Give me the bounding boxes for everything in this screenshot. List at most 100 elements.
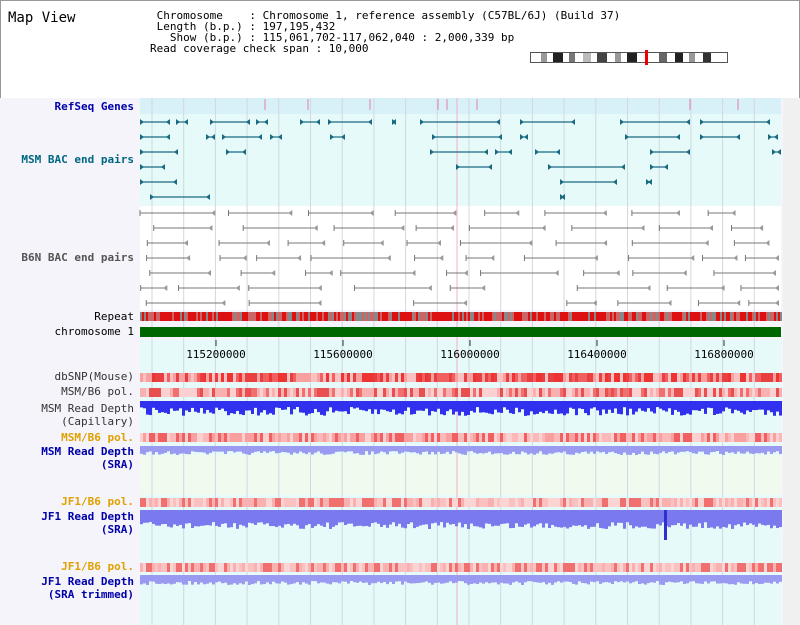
jf1-b6-pol-cell: [140, 498, 143, 507]
msm-b6-pol-sra-cell: [254, 433, 257, 442]
msm-b6-pol-cell: [764, 388, 767, 397]
jf1-b6-pol-cell: [602, 498, 605, 507]
jf1-b6-pol-cell: [635, 498, 638, 507]
msm-b6-pol-sra-cell: [170, 433, 173, 442]
msm-depth-sra-bar: [245, 446, 248, 455]
repeat-segment: [702, 312, 704, 321]
jf1-depth-bar: [473, 510, 476, 527]
jf1-b6-pol-trim-cell: [656, 563, 659, 572]
msm-b6-pol-sra-cell: [617, 433, 620, 442]
jf1-depth-trim-bar: [320, 575, 323, 583]
dbsnp-cell: [737, 373, 740, 382]
jf1-b6-pol-cell: [695, 498, 698, 507]
jf1-depth-bar: [287, 510, 290, 524]
msm-depth-sra-bar: [509, 446, 512, 454]
msm-b6-pol-sra-cell: [506, 433, 509, 442]
jf1-depth-trim-bar: [248, 575, 251, 585]
msm-depth-capillary-bar: [407, 401, 410, 408]
jf1-b6-pol-cell: [170, 498, 173, 507]
msm-depth-capillary-bar: [539, 401, 542, 412]
msm-depth-sra-bar: [446, 446, 449, 452]
dbsnp-cell: [338, 373, 341, 382]
msm-b6-pol-sra-cell: [503, 433, 506, 442]
jf1-b6-pol-cell: [647, 498, 650, 507]
repeat-segment: [180, 312, 182, 321]
jf1-b6-pol-trim-cell: [407, 563, 410, 572]
msm-b6-pol-cell: [737, 388, 740, 397]
repeat-segment: [772, 312, 774, 321]
msm-depth-sra-bar: [674, 446, 677, 455]
msm-depth-sra-bar: [365, 446, 368, 452]
dbsnp-cell: [161, 373, 164, 382]
jf1-b6-pol-cell: [167, 498, 170, 507]
jf1-b6-pol-trim-cell: [395, 563, 398, 572]
jf1-b6-pol-trim-cell: [323, 563, 326, 572]
jf1-depth-bar: [749, 510, 752, 524]
msm-b6-pol-sra-cell: [317, 433, 320, 442]
msm-b6-pol-sra-cell: [644, 433, 647, 442]
dbsnp-cell: [398, 373, 401, 382]
msm-depth-capillary-bar: [467, 401, 470, 415]
jf1-b6-pol-trim-cell: [593, 563, 596, 572]
jf1-depth-trim-bar: [560, 575, 563, 583]
repeat-segment: [446, 312, 448, 321]
msm-b6-pol-sra-cell: [338, 433, 341, 442]
repeat-segment: [678, 312, 680, 321]
msm-b6-pol-sra-cell: [209, 433, 212, 442]
jf1-depth-bar: [266, 510, 269, 524]
msm-depth-capillary-bar: [587, 401, 590, 416]
msm-b6-pol-sra-cell: [422, 433, 425, 442]
msm-depth-capillary-bar: [374, 401, 377, 410]
msm-b6-pol-sra-cell: [704, 433, 707, 442]
msm-b6-pol-cell: [347, 388, 350, 397]
repeat-segment: [286, 312, 288, 321]
msm-depth-capillary-bar: [149, 401, 152, 416]
msm-b6-pol-cell: [650, 388, 653, 397]
jf1-depth-trim-bar: [629, 575, 632, 584]
repeat-segment: [142, 312, 144, 321]
jf1-depth-trim-bar: [299, 575, 302, 585]
msm-b6-pol-sra-cell: [362, 433, 365, 442]
repeat-segment: [760, 312, 762, 321]
msm-depth-sra-bar: [212, 446, 215, 452]
dbsnp-cell: [443, 373, 446, 382]
msm-b6-pol-sra-cell: [632, 433, 635, 442]
msm-depth-sra-bar: [671, 446, 674, 452]
jf1-depth-bar: [152, 510, 155, 524]
jf1-depth-bar: [548, 510, 551, 529]
msm-b6-pol-cell: [755, 388, 758, 397]
msm-depth-capillary-bar: [527, 401, 530, 416]
b6n-bac-label[interactable]: B6N BAC end pairs: [21, 251, 134, 264]
msm-b6-pol-sra-label: MSM/B6 pol.: [61, 431, 134, 444]
msm-depth-sra-bar: [542, 446, 545, 455]
jf1-b6-pol-trim-cell: [611, 563, 614, 572]
jf1-b6-pol-cell: [536, 498, 539, 507]
jf1-b6-pol-cell: [548, 498, 551, 507]
jf1-depth-trim-bar: [314, 575, 317, 582]
msm-depth-capillary-bar: [677, 401, 680, 412]
msm-b6-pol-sra-cell: [677, 433, 680, 442]
repeat-segment: [390, 312, 392, 321]
msm-depth-sra-bar: [578, 446, 581, 454]
dbsnp-cell: [617, 373, 620, 382]
dbsnp-cell: [578, 373, 581, 382]
chromosome-ideogram[interactable]: [530, 50, 728, 65]
msm-depth-sra-bar: [164, 446, 167, 453]
msm-depth-sra-bar: [380, 446, 383, 452]
msm-depth-sra-bar: [266, 446, 269, 453]
msm-depth-sra-bar: [173, 446, 176, 454]
refseq-genes-label[interactable]: RefSeq Genes: [55, 100, 134, 113]
msm-depth-sra-bar: [779, 446, 782, 455]
msm-b6-pol-sra-cell: [314, 433, 317, 442]
msm-bac-label[interactable]: MSM BAC end pairs: [21, 153, 134, 166]
dbsnp-cell: [293, 373, 296, 382]
msm-b6-pol-sra-cell: [176, 433, 179, 442]
msm-b6-pol-sra-cell: [626, 433, 629, 442]
jf1-b6-pol-cell: [569, 498, 572, 507]
jf1-depth-bar: [647, 510, 650, 529]
msm-depth-capillary-bar: [395, 401, 398, 415]
b6n-end-marker: [675, 210, 680, 216]
dbsnp-cell: [284, 373, 287, 382]
jf1-depth-bar: [236, 510, 239, 529]
